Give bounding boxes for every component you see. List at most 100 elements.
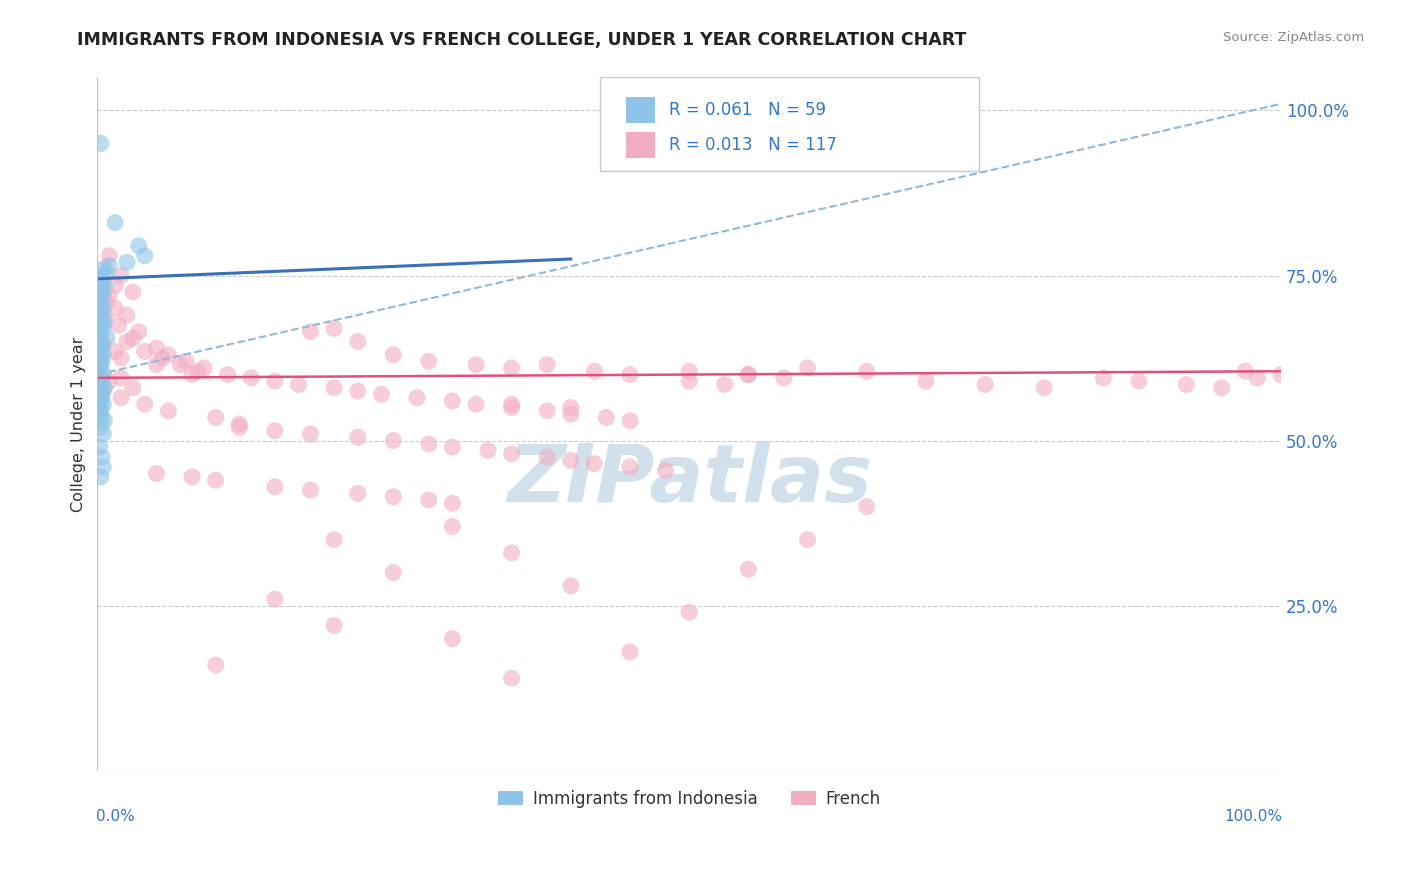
Point xyxy=(323,381,346,395)
Point xyxy=(536,404,558,418)
Point xyxy=(228,420,250,434)
Point xyxy=(228,417,250,431)
Point xyxy=(536,358,558,372)
Point xyxy=(595,410,617,425)
Point xyxy=(128,239,150,253)
Point xyxy=(583,364,606,378)
Point xyxy=(169,358,191,372)
Point xyxy=(382,566,405,580)
Point xyxy=(96,331,118,345)
Point xyxy=(1211,381,1233,395)
Point xyxy=(91,282,114,296)
Point xyxy=(501,546,523,560)
Point xyxy=(128,325,150,339)
Text: 0.0%: 0.0% xyxy=(96,809,135,824)
Point xyxy=(110,391,132,405)
Point xyxy=(299,483,322,497)
Point xyxy=(619,645,641,659)
Point xyxy=(104,344,127,359)
Point xyxy=(418,493,440,508)
Point xyxy=(91,460,114,475)
Point xyxy=(974,377,997,392)
Text: IMMIGRANTS FROM INDONESIA VS FRENCH COLLEGE, UNDER 1 YEAR CORRELATION CHART: IMMIGRANTS FROM INDONESIA VS FRENCH COLL… xyxy=(77,31,967,49)
Point xyxy=(560,453,582,467)
Point xyxy=(382,348,405,362)
Point xyxy=(181,368,204,382)
Point xyxy=(915,374,938,388)
Point xyxy=(370,387,392,401)
Point xyxy=(93,381,115,395)
Point xyxy=(619,460,641,475)
Point xyxy=(619,368,641,382)
Point xyxy=(678,605,700,619)
Point xyxy=(91,384,114,398)
Point xyxy=(104,278,127,293)
Point xyxy=(96,265,118,279)
Point xyxy=(174,354,197,368)
Point xyxy=(441,496,464,510)
Point xyxy=(90,394,112,409)
Point xyxy=(772,371,794,385)
Point xyxy=(737,368,759,382)
Point xyxy=(560,401,582,415)
Point xyxy=(91,354,114,368)
Point xyxy=(89,305,111,319)
Point xyxy=(91,410,114,425)
Point xyxy=(90,318,112,332)
Point xyxy=(1270,368,1292,382)
Point xyxy=(441,519,464,533)
Point xyxy=(145,358,167,372)
Point xyxy=(90,470,112,484)
Point xyxy=(157,348,180,362)
Point xyxy=(107,318,129,332)
Point xyxy=(323,533,346,547)
Point xyxy=(501,397,523,411)
Point xyxy=(134,344,156,359)
Point xyxy=(204,658,226,673)
Point xyxy=(89,440,111,454)
Point xyxy=(91,311,114,326)
Point xyxy=(90,420,112,434)
Point xyxy=(713,377,735,392)
Point xyxy=(134,249,156,263)
Point xyxy=(121,331,143,345)
Point xyxy=(89,325,111,339)
Point xyxy=(501,361,523,376)
Point xyxy=(264,424,287,438)
Point xyxy=(91,450,114,464)
Point xyxy=(346,486,368,500)
Point xyxy=(583,457,606,471)
Point xyxy=(1175,377,1198,392)
Point xyxy=(441,440,464,454)
Point xyxy=(93,278,115,293)
Point xyxy=(115,334,138,349)
Point xyxy=(1033,381,1056,395)
Point xyxy=(181,470,204,484)
Point xyxy=(855,364,877,378)
Point xyxy=(90,344,112,359)
Point xyxy=(477,443,499,458)
Point xyxy=(110,371,132,385)
Point xyxy=(87,407,110,421)
Point xyxy=(91,397,114,411)
Text: 100.0%: 100.0% xyxy=(1225,809,1282,824)
Point xyxy=(418,437,440,451)
Point xyxy=(204,410,226,425)
Point xyxy=(346,430,368,444)
Point xyxy=(89,387,111,401)
Point xyxy=(264,480,287,494)
Legend: Immigrants from Indonesia, French: Immigrants from Indonesia, French xyxy=(491,783,887,814)
Point xyxy=(187,364,209,378)
Point xyxy=(91,348,114,362)
Point xyxy=(96,294,118,309)
Point xyxy=(501,447,523,461)
Point xyxy=(536,450,558,464)
Point xyxy=(104,301,127,316)
Point xyxy=(89,351,111,365)
Point xyxy=(91,338,114,352)
Point xyxy=(91,368,114,382)
Point xyxy=(98,259,121,273)
Point xyxy=(501,401,523,415)
Point xyxy=(89,401,111,415)
Point xyxy=(134,397,156,411)
